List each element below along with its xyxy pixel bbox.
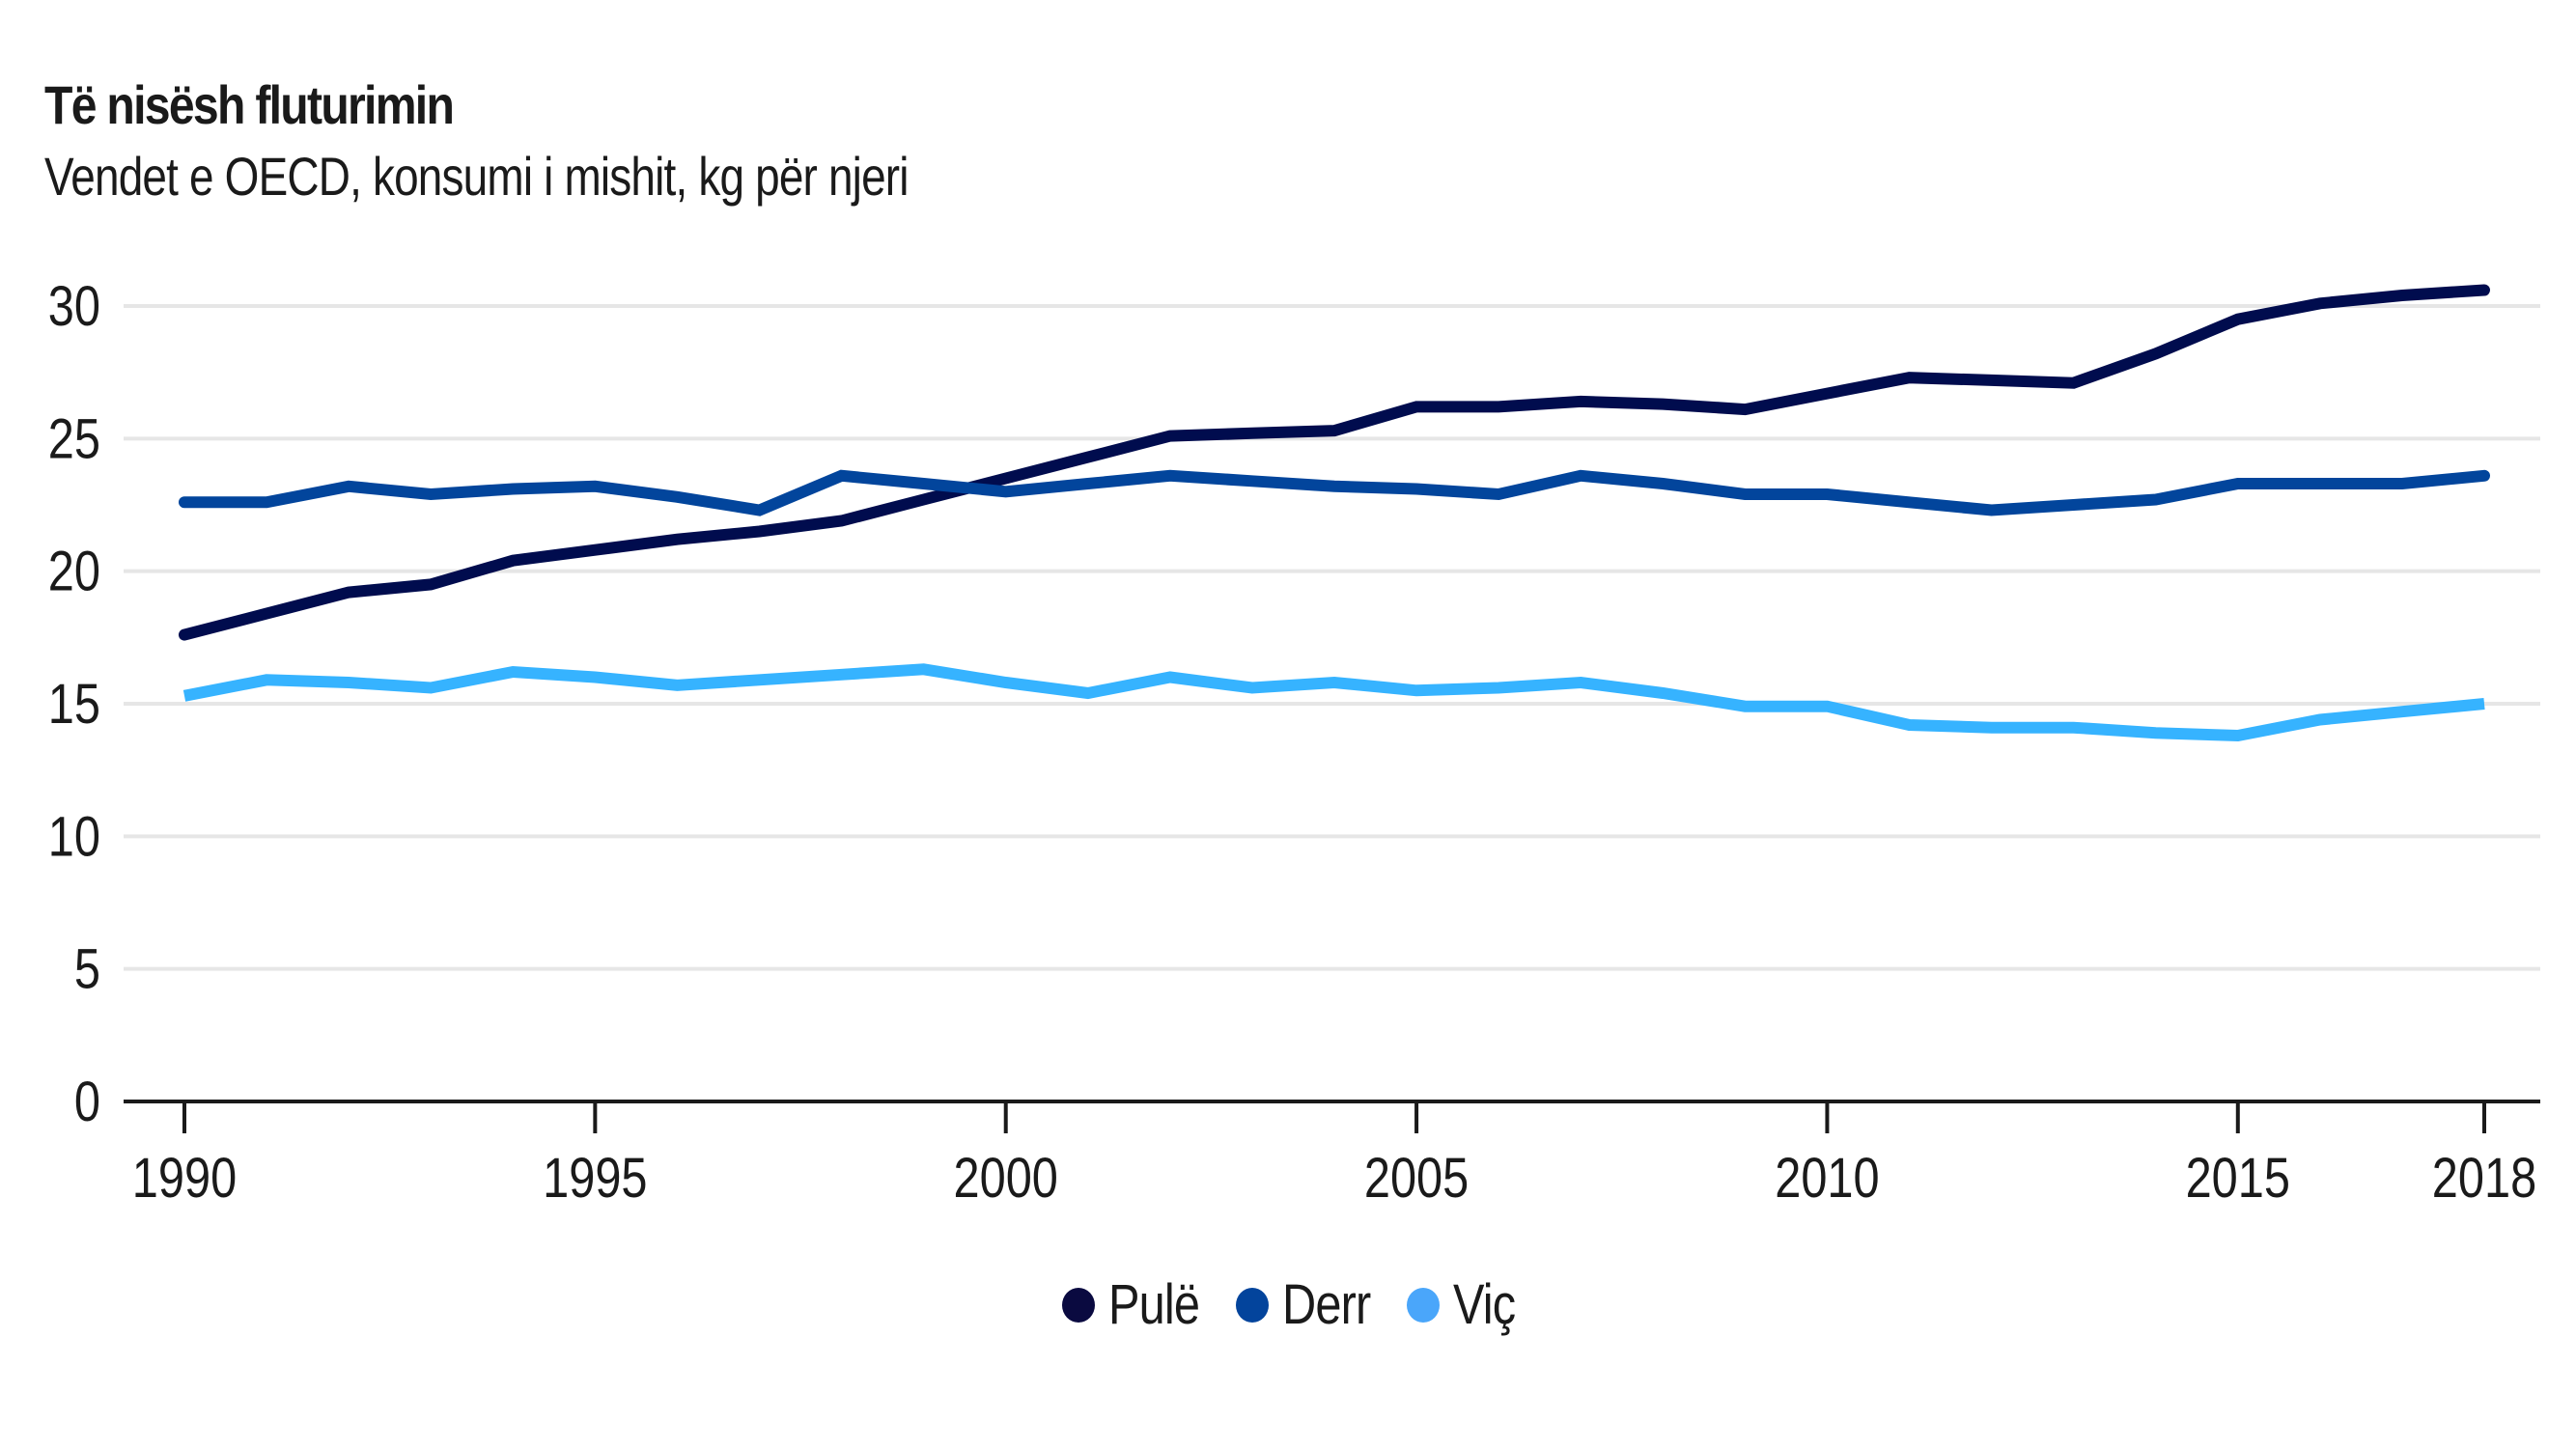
y-tick-label: 30 [48,276,100,338]
series-line-pule [179,284,2490,641]
gridlines [124,304,2540,971]
series-line-vic [182,663,2485,742]
legend-dot-icon [1236,1287,1270,1323]
y-axis-tick-labels: 0 5 10 15 20 25 30 [48,276,100,1133]
x-tick-label: 2005 [1364,1148,1469,1210]
legend-label: Viç [1453,1273,1516,1336]
x-tick-label: 2000 [954,1148,1058,1210]
y-tick-label: 10 [48,806,100,868]
legend-label: Derr [1282,1273,1371,1336]
series-line-derr [179,469,2490,516]
y-tick-label: 25 [48,408,100,470]
legend-dot-icon [1062,1287,1096,1323]
legend-dot-icon [1407,1287,1441,1323]
series-lines [179,284,2490,742]
y-tick-label: 20 [48,542,100,603]
x-tick-label: 2010 [1775,1148,1879,1210]
legend-label: Pulë [1108,1273,1200,1336]
chart-title: Të nisësh fluturimin [44,74,455,135]
x-tick-label: 2015 [2186,1148,2290,1210]
legend-item-pule[interactable]: Pulë [1062,1272,1203,1337]
y-tick-label: 0 [74,1072,100,1133]
y-tick-label: 15 [48,674,100,736]
x-tick-label: 1995 [543,1148,647,1210]
legend-item-vic[interactable]: Viç [1407,1272,1516,1337]
chart-subtitle: Vendet e OECD, konsumi i mishit, kg për … [44,146,909,207]
legend: Pulë Derr Viç [0,1272,2576,1337]
x-tick-label: 2018 [2432,1148,2536,1210]
legend-item-derr[interactable]: Derr [1236,1272,1374,1337]
y-tick-label: 5 [74,939,100,1001]
x-tick-label: 1990 [132,1148,237,1210]
x-axis-ticks: 1990 1995 2000 2005 2010 2015 2018 [132,1101,2536,1210]
